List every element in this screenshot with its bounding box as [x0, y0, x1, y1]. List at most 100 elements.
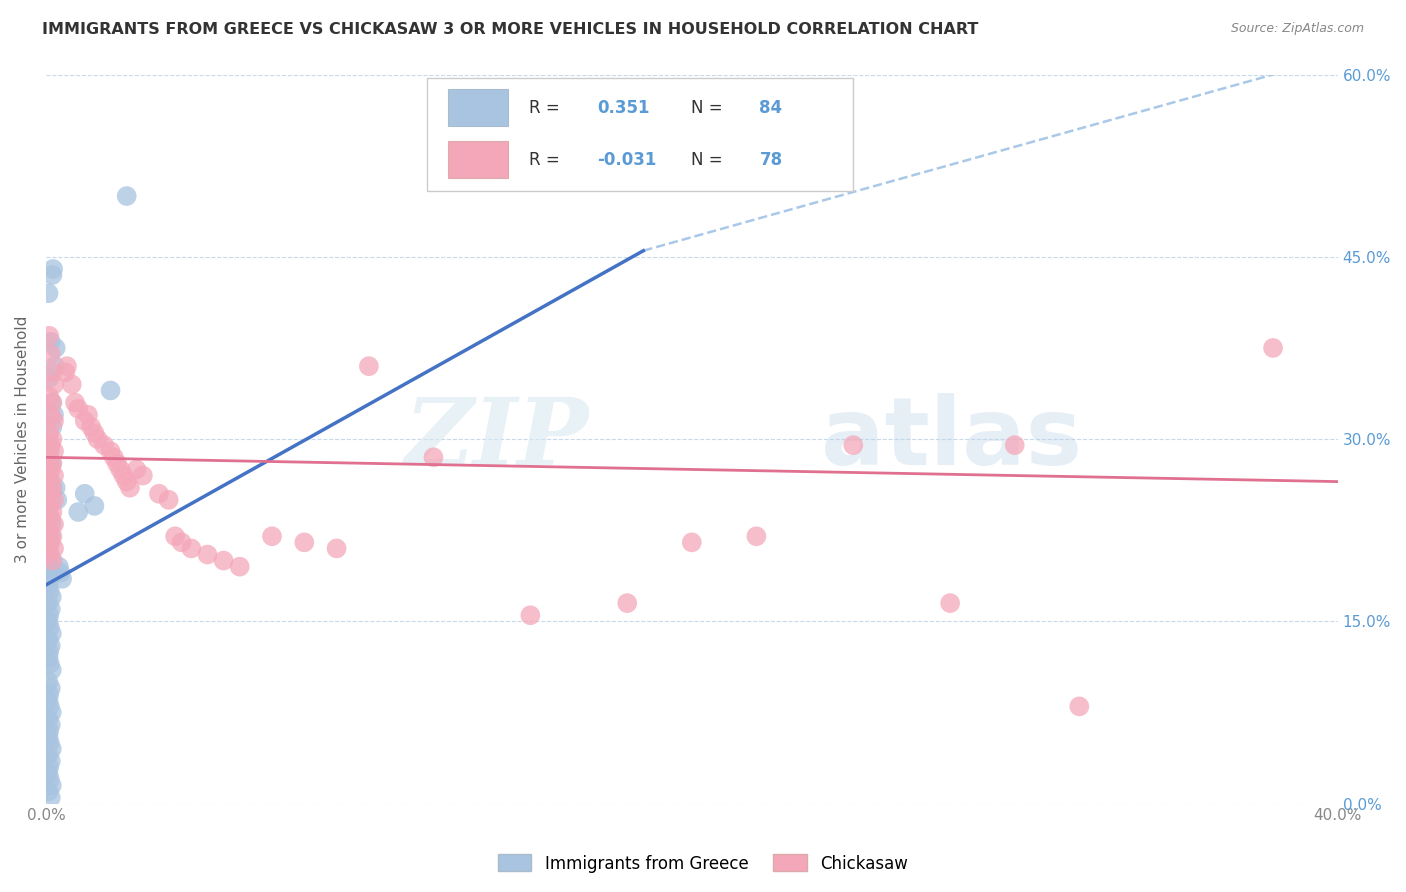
Point	[39, 717, 62, 731]
Point	[519, 608, 541, 623]
Point	[325, 541, 347, 556]
Text: IMMIGRANTS FROM GREECE VS CHICKASAW 3 OR MORE VEHICLES IN HOUSEHOLD CORRELATION : IMMIGRANTS FROM GREECE VS CHICKASAW 3 OR…	[42, 22, 979, 37]
Point	[100, 444, 122, 458]
Point	[38, 432, 60, 446]
Point	[616, 596, 638, 610]
Point	[56, 359, 79, 373]
Point	[39, 535, 62, 549]
Point	[38, 371, 60, 385]
Point	[260, 529, 283, 543]
Point	[38, 511, 60, 525]
Text: Source: ZipAtlas.com: Source: ZipAtlas.com	[1230, 22, 1364, 36]
Point	[41, 395, 63, 409]
Point	[1069, 699, 1091, 714]
Point	[42, 444, 65, 458]
Point	[60, 377, 83, 392]
Point	[38, 468, 60, 483]
Point	[41, 706, 63, 720]
Text: atlas: atlas	[821, 393, 1083, 485]
Point	[41, 553, 63, 567]
Point	[41, 590, 63, 604]
Point	[745, 529, 768, 543]
Point	[38, 766, 60, 780]
Point	[165, 529, 187, 543]
Point	[38, 723, 60, 738]
Point	[38, 615, 60, 629]
Point	[39, 529, 62, 543]
Point	[41, 553, 63, 567]
Point	[38, 444, 60, 458]
Point	[41, 456, 63, 470]
Point	[39, 347, 62, 361]
Point	[118, 481, 141, 495]
Point	[38, 408, 60, 422]
Point	[42, 262, 65, 277]
Point	[38, 548, 60, 562]
Point	[48, 559, 70, 574]
Point	[38, 584, 60, 599]
Point	[38, 730, 60, 744]
Point	[39, 639, 62, 653]
Point	[292, 535, 315, 549]
Point	[46, 492, 69, 507]
Point	[83, 425, 105, 440]
Point	[38, 505, 60, 519]
Point	[41, 505, 63, 519]
Point	[42, 468, 65, 483]
Point	[93, 438, 115, 452]
Point	[103, 450, 125, 465]
Point	[39, 681, 62, 696]
Point	[38, 548, 60, 562]
Point	[39, 754, 62, 768]
Point	[38, 390, 60, 404]
Point	[1004, 438, 1026, 452]
Point	[83, 499, 105, 513]
Point	[39, 462, 62, 476]
Point	[38, 286, 60, 301]
Point	[41, 456, 63, 470]
Point	[38, 632, 60, 647]
Point	[39, 475, 62, 489]
Point	[67, 505, 90, 519]
Point	[38, 559, 60, 574]
Point	[212, 553, 235, 567]
Point	[41, 742, 63, 756]
Point	[38, 523, 60, 537]
Point	[357, 359, 380, 373]
Point	[228, 559, 250, 574]
Point	[53, 365, 76, 379]
Point	[105, 456, 128, 470]
Point	[38, 487, 60, 501]
Point	[49, 566, 72, 580]
Point	[51, 572, 73, 586]
Point	[38, 499, 60, 513]
Point	[132, 468, 155, 483]
Point	[842, 438, 865, 452]
Point	[100, 384, 122, 398]
Point	[41, 529, 63, 543]
Point	[38, 657, 60, 671]
Point	[38, 535, 60, 549]
Point	[38, 523, 60, 537]
Point	[41, 395, 63, 409]
Point	[73, 487, 96, 501]
Point	[41, 365, 63, 379]
Point	[1261, 341, 1284, 355]
Point	[39, 492, 62, 507]
Point	[38, 645, 60, 659]
Y-axis label: 3 or more Vehicles in Household: 3 or more Vehicles in Household	[15, 316, 30, 563]
Point	[38, 747, 60, 762]
Point	[180, 541, 202, 556]
Point	[38, 456, 60, 470]
Point	[41, 268, 63, 282]
Point	[42, 517, 65, 532]
Point	[38, 328, 60, 343]
Point	[115, 189, 138, 203]
Point	[39, 487, 62, 501]
Point	[45, 341, 67, 355]
Point	[38, 620, 60, 634]
Point	[38, 687, 60, 701]
Point	[73, 414, 96, 428]
Point	[38, 608, 60, 623]
Point	[38, 425, 60, 440]
